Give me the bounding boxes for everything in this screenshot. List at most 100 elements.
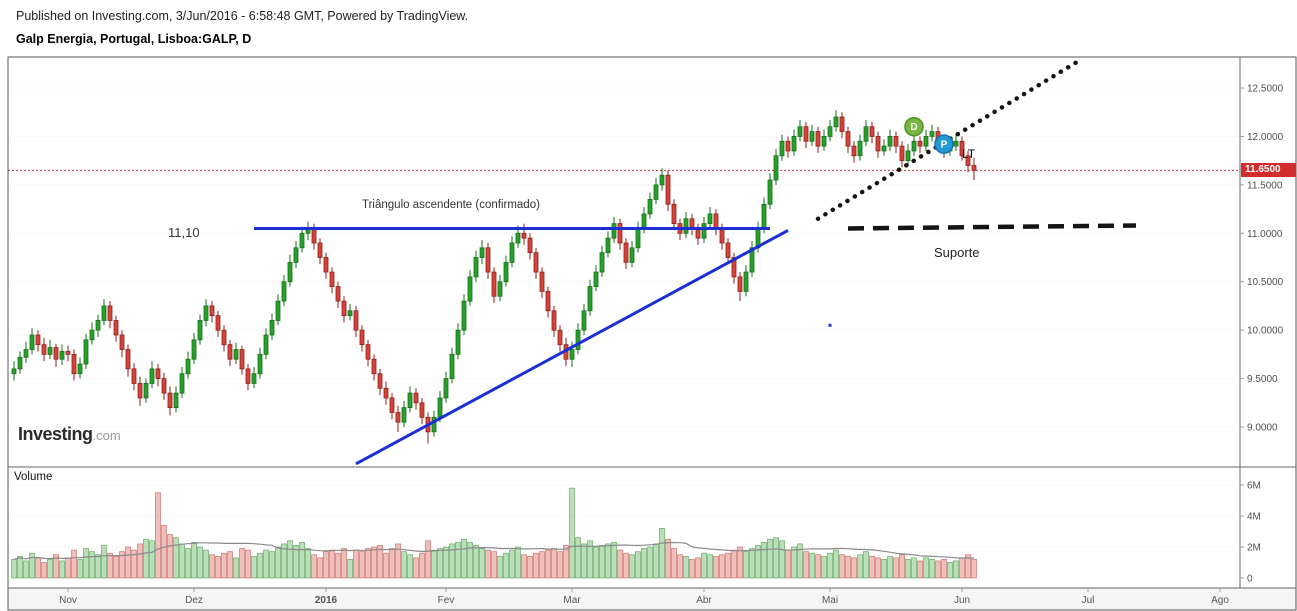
volume-bar [677, 554, 683, 579]
month-label: Dez [185, 595, 203, 606]
volume-bar [653, 543, 659, 579]
candle-body [515, 232, 521, 244]
annotation-level-1110[interactable]: 11,10 [168, 225, 200, 240]
candle-body [905, 150, 911, 162]
candle-body [557, 329, 563, 346]
month-label: Ago [1211, 595, 1229, 606]
volume-bar [503, 552, 509, 579]
volume-bar [155, 492, 161, 579]
candle-body [455, 329, 461, 355]
volume-bar [773, 537, 779, 579]
candle-body [767, 179, 773, 205]
candle-body [203, 305, 209, 321]
volume-pane [11, 487, 977, 579]
volume-bar [131, 549, 137, 579]
volume-bar [335, 552, 341, 579]
volume-bar [845, 555, 851, 579]
volume-bar [779, 540, 785, 579]
volume-bar [725, 552, 731, 579]
month-label: 2016 [315, 595, 338, 606]
volume-bar [827, 552, 833, 579]
investing-logo-main: Investing [18, 424, 93, 444]
volume-bar [647, 546, 653, 579]
candle-body [569, 349, 575, 360]
candle-body [353, 310, 359, 331]
candle-body [449, 353, 455, 379]
candle-body [503, 261, 509, 283]
volume-bar [395, 543, 401, 579]
candle-body [467, 276, 473, 302]
candle-body [875, 136, 881, 152]
annotation-triangle[interactable]: Triângulo ascendente (confirmado) [362, 199, 540, 211]
candle-body [65, 351, 71, 355]
volume-bar [575, 537, 581, 579]
candle-body [191, 339, 197, 360]
candle-body [683, 218, 689, 234]
volume-bar [11, 559, 17, 579]
candle-body [251, 373, 257, 384]
published-info: Published on Investing.com, 3/Jun/2016 -… [16, 9, 469, 23]
price-tick-label: 9.0000 [1247, 423, 1278, 434]
candle-body [839, 116, 845, 132]
candle-body [605, 237, 611, 254]
volume-bar [431, 549, 437, 579]
volume-bar [209, 554, 215, 579]
volume-bar [17, 555, 23, 579]
volume-bar [167, 534, 173, 579]
annotation-suporte[interactable]: Suporte [934, 245, 980, 260]
volume-bar [869, 555, 875, 579]
candle-body [665, 174, 671, 205]
candle-body [137, 383, 143, 399]
volume-bar [371, 546, 377, 579]
price-tick-label: 10.0000 [1247, 326, 1284, 337]
candle-body [773, 155, 779, 181]
marker-p[interactable] [934, 134, 954, 154]
volume-bar [389, 548, 395, 579]
suporte-dashed-line[interactable] [847, 223, 1137, 231]
candle-body [881, 145, 887, 152]
volume-bar [929, 559, 935, 579]
time-scale[interactable] [8, 588, 1240, 610]
volume-bar [173, 537, 179, 579]
volume-bar [41, 562, 47, 579]
candle-body [245, 368, 251, 384]
volume-bar [491, 551, 497, 579]
volume-bar [521, 554, 527, 579]
investing-logo: Investing.com [18, 424, 121, 445]
volume-bar [917, 560, 923, 579]
candle-body [95, 320, 101, 331]
price-scale[interactable] [1240, 57, 1297, 588]
month-label: Jul [1082, 595, 1095, 606]
candle-body [803, 126, 809, 142]
volume-bar [539, 551, 545, 579]
volume-bar [227, 551, 233, 579]
candle-body [89, 329, 95, 341]
candle-body [533, 252, 539, 273]
volume-bar [347, 559, 353, 579]
candle-body [323, 257, 329, 273]
volume-bar [749, 548, 755, 579]
volume-bar [707, 554, 713, 579]
candle-body [749, 247, 755, 273]
candle-body [869, 126, 875, 137]
volume-bar [53, 554, 59, 579]
volume-bar [317, 557, 323, 579]
volume-bar [527, 555, 533, 579]
candle-body [647, 198, 653, 215]
candle-body [527, 237, 533, 254]
ascending-trendline[interactable] [355, 229, 789, 466]
anchor-dot[interactable] [828, 323, 832, 327]
marker-d[interactable] [904, 116, 924, 137]
candle-body [473, 257, 479, 278]
volume-bar [935, 560, 941, 579]
volume-tick-label: 4M [1247, 512, 1261, 523]
candle-body [599, 252, 605, 273]
candle-body [719, 228, 725, 244]
candle-body [395, 412, 401, 423]
candle-body [359, 329, 365, 346]
volume-bar [905, 559, 911, 579]
volume-bar [485, 549, 491, 579]
volume-bar [203, 549, 209, 579]
annotation-lt[interactable]: LT [962, 147, 976, 161]
